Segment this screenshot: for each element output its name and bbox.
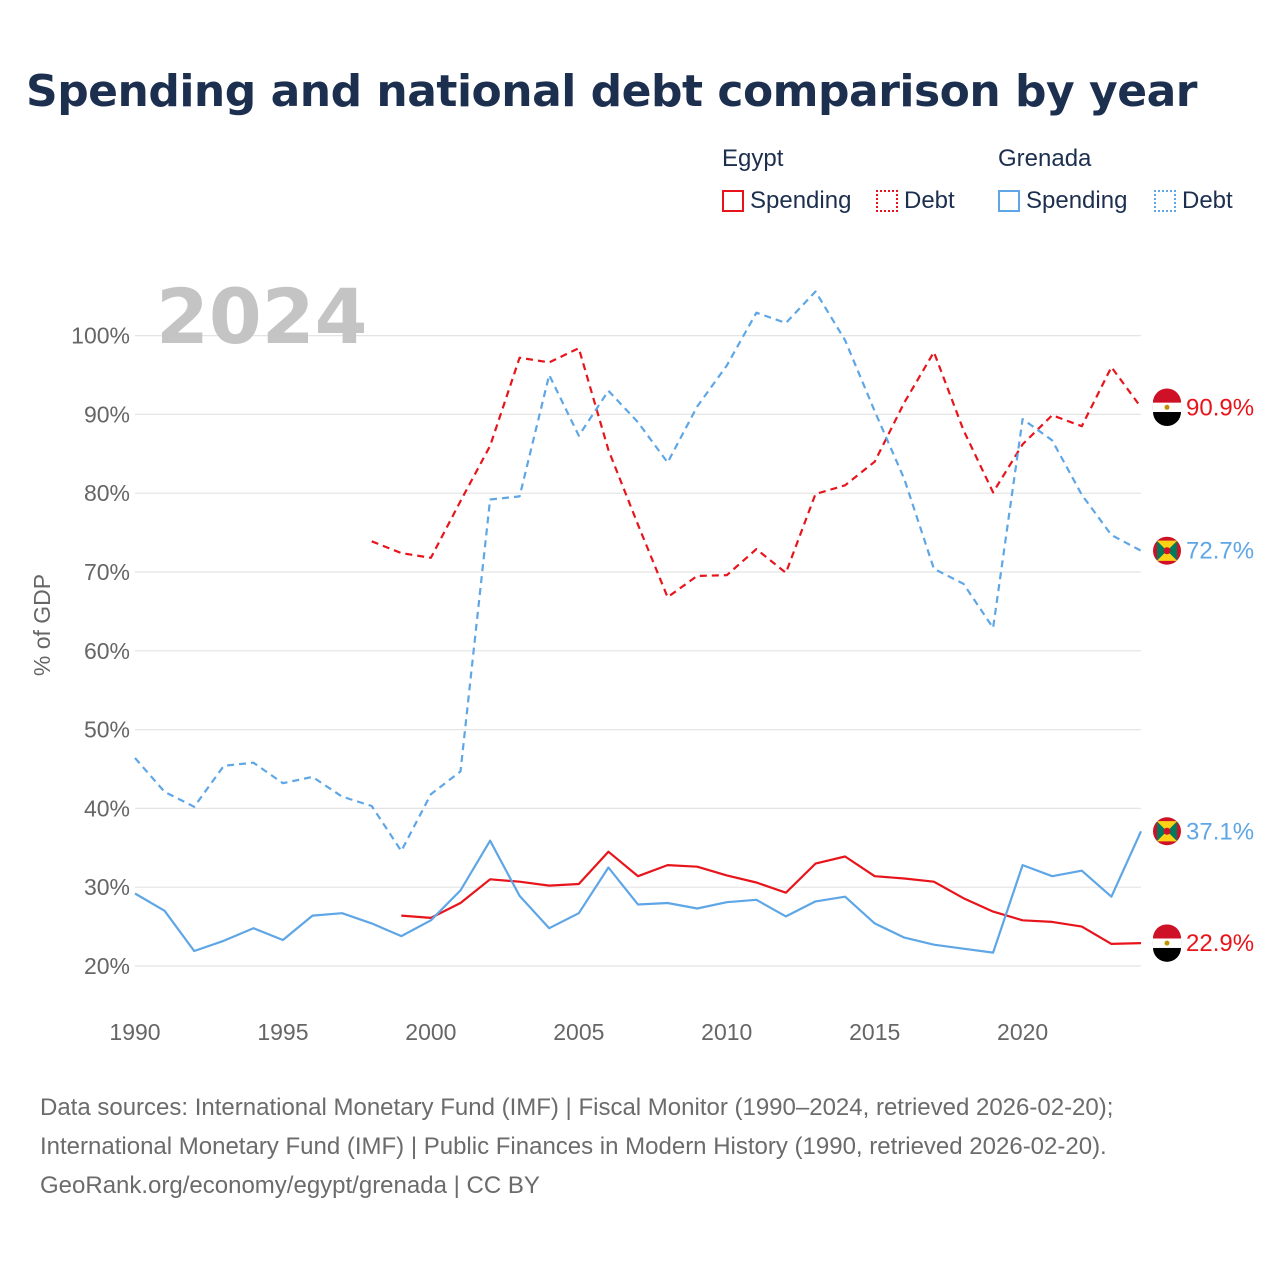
- legend-group-egypt: Egypt Spending Debt: [722, 145, 955, 214]
- legend-swatch: [1154, 190, 1176, 212]
- legend-label: Spending: [750, 187, 852, 214]
- x-axis-ticks: 1990 1995 2000 2005 2010 2015 2020: [109, 1019, 1048, 1045]
- data-sources: Data sources: International Monetary Fun…: [40, 1088, 1260, 1205]
- legend-label: Debt: [904, 187, 955, 214]
- end-label-grenada-debt: 72.7%: [1186, 538, 1254, 565]
- legend-swatch: [876, 190, 898, 212]
- x-tick-label: 1990: [109, 1019, 160, 1045]
- end-label-grenada-spending: 37.1%: [1186, 818, 1254, 845]
- y-tick-label: 60%: [84, 638, 130, 664]
- grenada-flag-icon: [1153, 817, 1181, 846]
- end-label-egypt-debt: 90.9%: [1186, 394, 1254, 421]
- x-tick-label: 1995: [257, 1019, 308, 1045]
- y-axis-ticks: 20% 30% 40% 50% 60% 70% 80% 90% 100%: [71, 323, 130, 979]
- series-layer: [134, 290, 1143, 954]
- y-tick-label: 40%: [84, 795, 130, 821]
- legend-grenada-spending[interactable]: Spending: [998, 187, 1127, 215]
- y-tick-label: 100%: [71, 323, 130, 349]
- current-year-label: 2024: [156, 272, 368, 361]
- x-tick-label: 2015: [849, 1019, 900, 1045]
- legend-label: Debt: [1182, 187, 1233, 214]
- legend-group-name: Egypt: [722, 145, 784, 172]
- y-tick-label: 20%: [84, 953, 130, 979]
- legend-group-grenada: Grenada Spending Debt: [998, 145, 1233, 214]
- end-labels: 22.9% 90.9% 37.1% 72.7%: [1152, 388, 1254, 962]
- x-tick-label: 2020: [997, 1019, 1048, 1045]
- y-tick-label: 50%: [84, 717, 130, 743]
- y-tick-label: 30%: [84, 874, 130, 900]
- line-chart: 2024 20%30%40%50%60%70%80%90%100% 1990 19…: [29, 272, 1254, 1045]
- egypt-flag-icon: [1152, 388, 1182, 427]
- x-tick-label: 2005: [553, 1019, 604, 1045]
- chart-title: Spending and national debt comparison by…: [26, 66, 1197, 117]
- legend-egypt-spending[interactable]: Spending: [722, 187, 851, 215]
- legend-grenada-debt[interactable]: Debt: [1154, 187, 1233, 215]
- legend-swatch: [722, 190, 744, 212]
- legend-label: Spending: [1026, 187, 1128, 214]
- source-url[interactable]: GeoRank.org/economy/egypt/grenada | CC B…: [40, 1172, 540, 1199]
- y-tick-label: 80%: [84, 480, 130, 506]
- y-axis-label: % of GDP: [29, 574, 55, 676]
- series-egypt-spending[interactable]: [401, 850, 1142, 946]
- x-tick-label: 2000: [405, 1019, 456, 1045]
- grid-layer: [135, 335, 1141, 967]
- egypt-flag-icon: [1152, 924, 1182, 962]
- series-grenada-spending[interactable]: [134, 830, 1143, 954]
- grenada-flag-icon: [1153, 536, 1181, 565]
- y-tick-label: 70%: [84, 559, 130, 585]
- series-grenada-debt[interactable]: [134, 290, 1142, 853]
- source-line-2: International Monetary Fund (IMF) | Publ…: [40, 1133, 1107, 1160]
- legend-egypt-debt[interactable]: Debt: [876, 187, 955, 215]
- x-tick-label: 2010: [701, 1019, 752, 1045]
- y-tick-label: 90%: [84, 401, 130, 427]
- source-line-1: Data sources: International Monetary Fun…: [40, 1094, 1114, 1121]
- legend-group-name: Grenada: [998, 145, 1092, 172]
- series-egypt-debt[interactable]: [371, 347, 1142, 599]
- legend-swatch: [998, 190, 1020, 212]
- end-label-egypt-spending: 22.9%: [1186, 930, 1254, 957]
